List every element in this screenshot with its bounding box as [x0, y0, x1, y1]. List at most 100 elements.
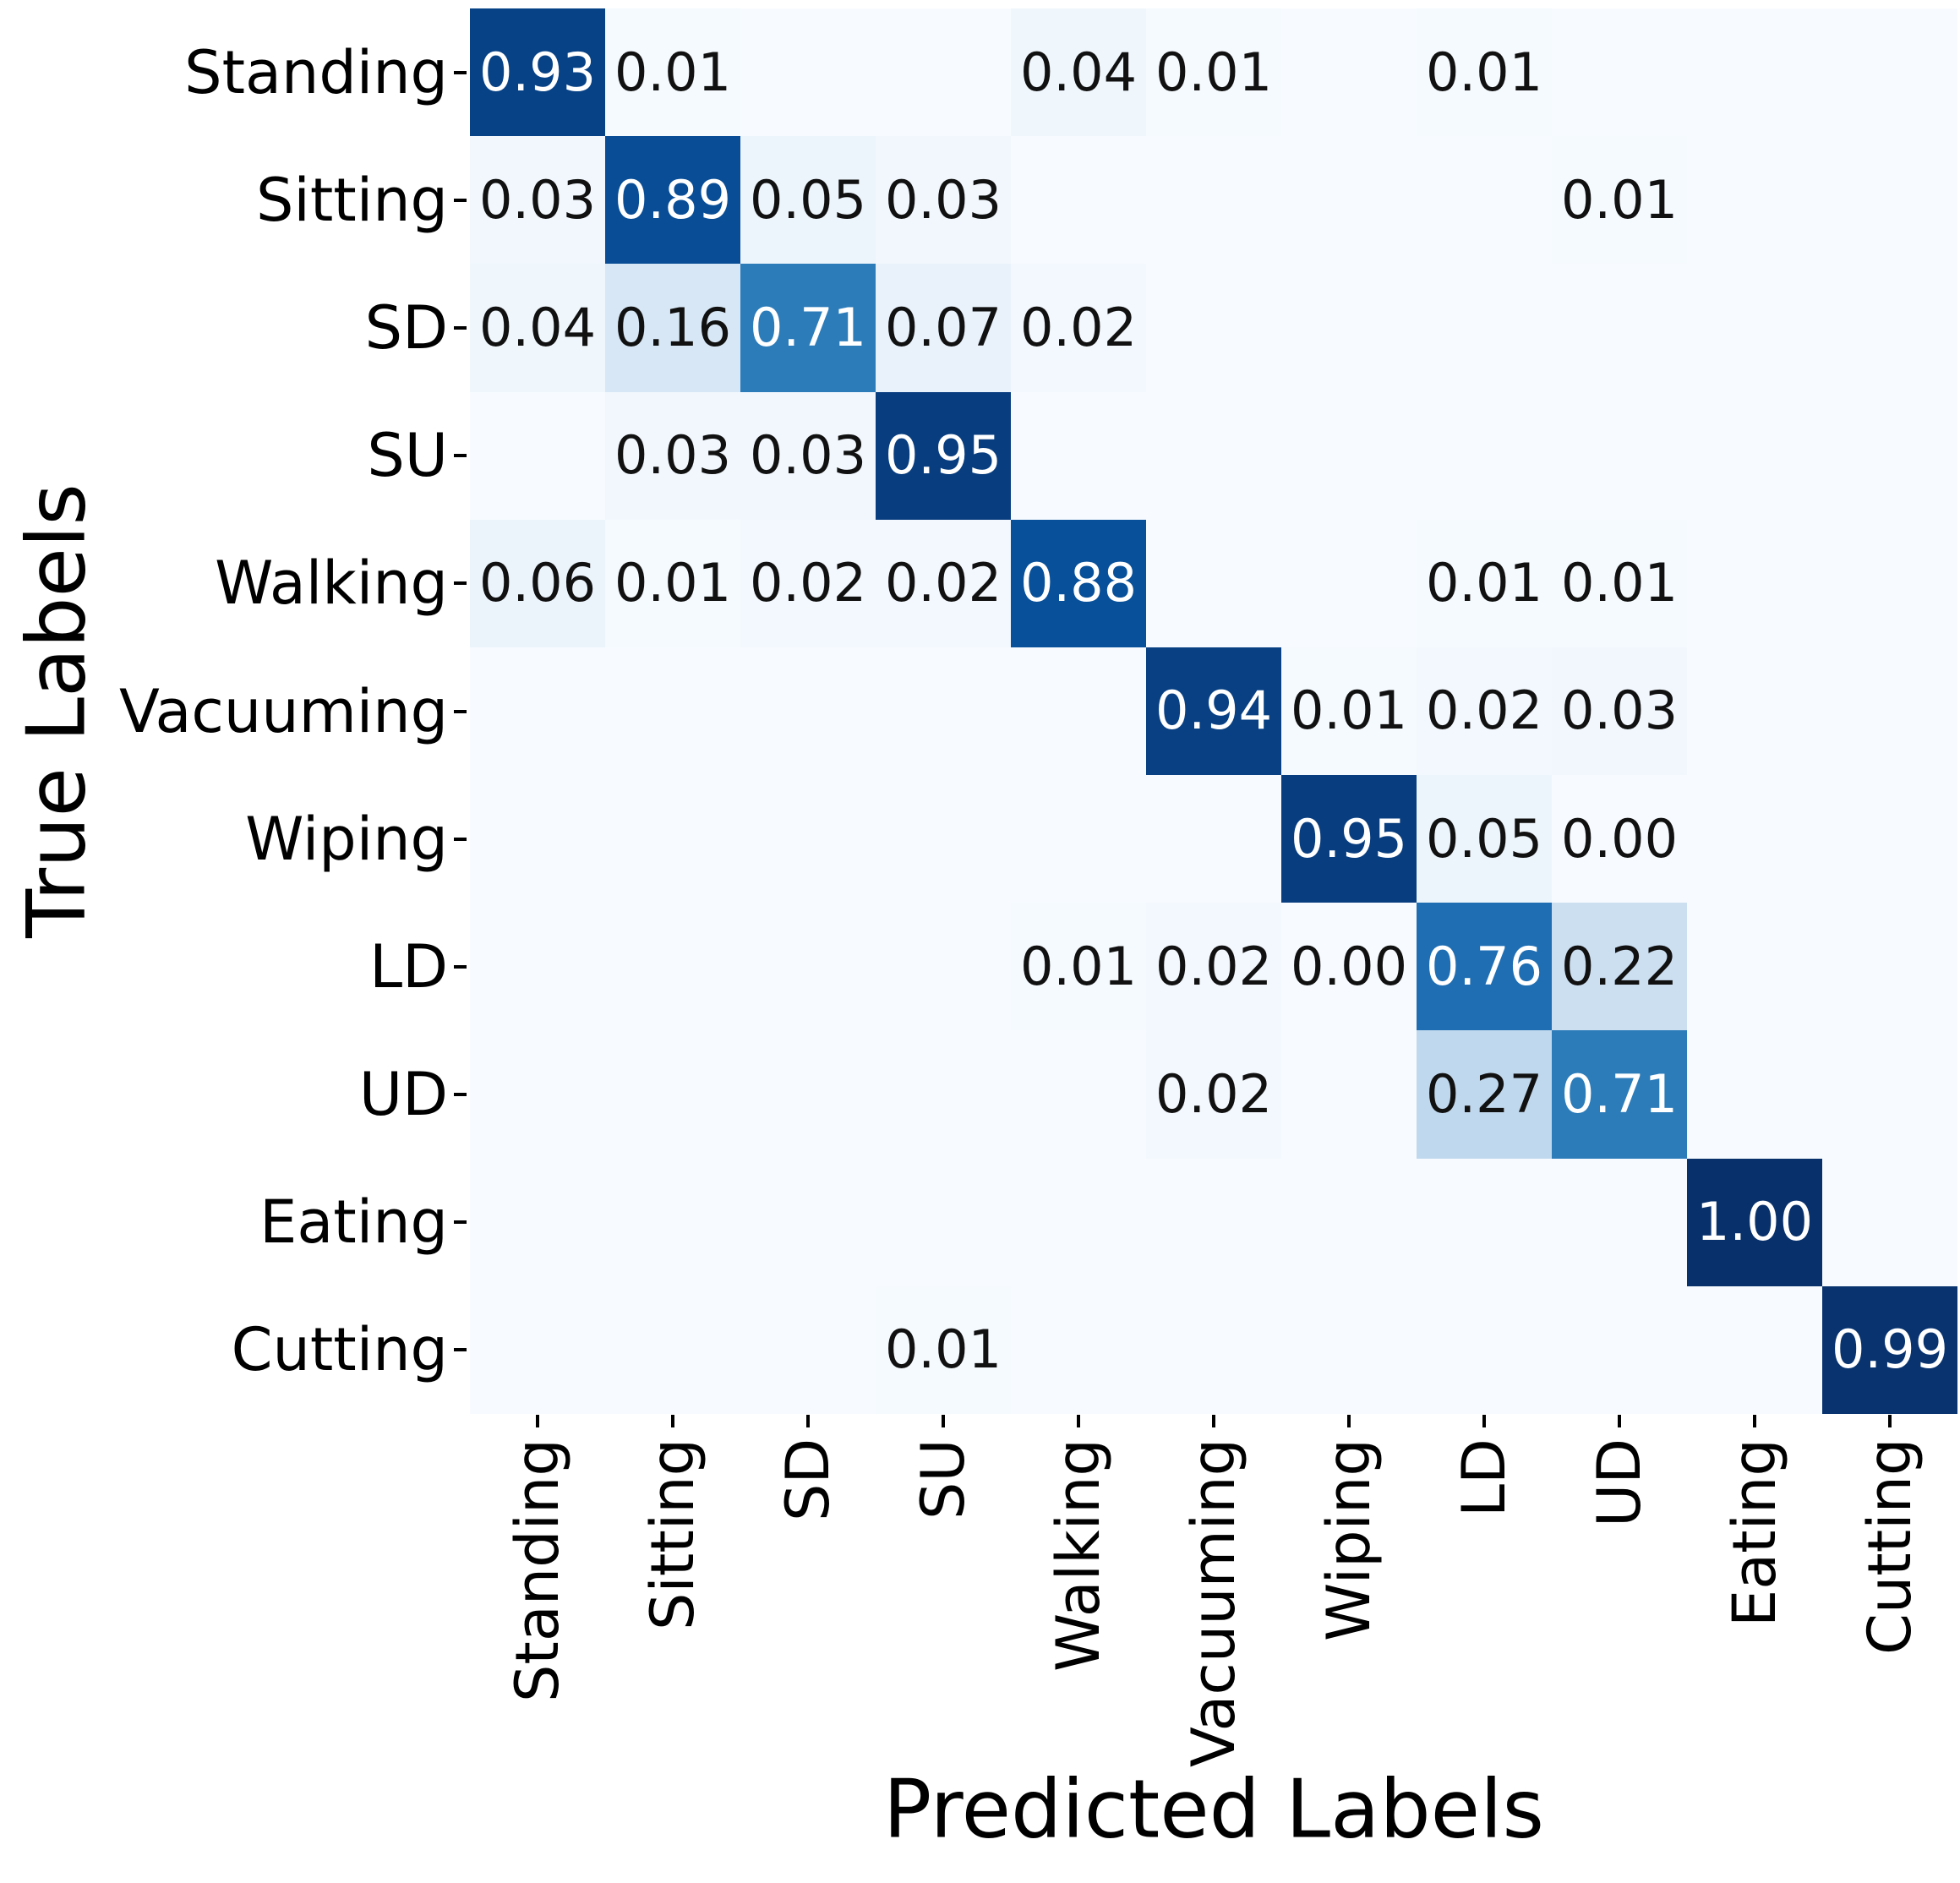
heatmap-cell: 0.03: [470, 136, 605, 265]
heatmap-cell: [740, 1158, 876, 1286]
x-tick-label: SD: [773, 1438, 843, 1521]
y-tick-label: Walking: [215, 549, 448, 619]
heatmap-cell: [470, 391, 605, 520]
heatmap-cell: [1687, 903, 1822, 1031]
heatmap-cell: [1011, 1158, 1146, 1286]
y-tick-label: UD: [358, 1060, 448, 1130]
x-tick-mark: [1212, 1415, 1215, 1427]
heatmap-grid: 0.93 0.01 0.04 0.01 0.01 0.03 0.89 0.05 0.03 0.01…: [470, 8, 1957, 1414]
heatmap-cell: [1417, 264, 1552, 392]
heatmap-cell: [470, 1030, 605, 1159]
heatmap-cell: 0.07: [876, 264, 1011, 392]
y-tick-mark: [454, 709, 467, 713]
heatmap-cell: [1552, 391, 1687, 520]
heatmap-cell: [740, 647, 876, 776]
x-tick-label: UD: [1585, 1438, 1654, 1527]
heatmap-cell: 0.02: [1146, 1030, 1281, 1159]
y-tick-mark: [454, 325, 467, 330]
heatmap-cell: 0.01: [876, 1285, 1011, 1414]
heatmap-cell: 0.01: [605, 8, 740, 137]
heatmap-cell: [1822, 136, 1957, 265]
heatmap-cell: [1687, 1285, 1822, 1414]
heatmap-cell: [1552, 264, 1687, 392]
y-tick-mark: [454, 454, 467, 458]
heatmap-cell: 0.22: [1552, 903, 1687, 1031]
heatmap-cell: [1146, 775, 1281, 903]
x-tick-label: Standing: [503, 1438, 572, 1702]
heatmap-cell: [1687, 391, 1822, 520]
heatmap-cell: 0.71: [1552, 1030, 1687, 1159]
heatmap-cell: [1146, 1285, 1281, 1414]
heatmap-cell: [1281, 136, 1417, 265]
heatmap-cell: [470, 903, 605, 1031]
heatmap-cell: 0.01: [1417, 8, 1552, 137]
heatmap-cell: [1822, 8, 1957, 137]
heatmap-cell: 0.99: [1822, 1285, 1957, 1414]
heatmap-cell: [1281, 264, 1417, 392]
y-tick-mark: [454, 1348, 467, 1352]
heatmap-cell: [1822, 775, 1957, 903]
heatmap-cell: [605, 775, 740, 903]
y-tick-label: Eating: [259, 1187, 448, 1258]
heatmap-cell: [1417, 1285, 1552, 1414]
heatmap-cell: 0.00: [1281, 903, 1417, 1031]
heatmap-cell: 0.71: [740, 264, 876, 392]
heatmap-cell: [876, 8, 1011, 137]
x-tick-label: SU: [909, 1438, 978, 1520]
x-tick-mark: [942, 1415, 945, 1427]
heatmap-cell: 0.04: [1011, 8, 1146, 137]
y-tick-label: SU: [367, 421, 448, 491]
heatmap-cell: [876, 647, 1011, 776]
heatmap-cell: [740, 775, 876, 903]
heatmap-cell: [876, 903, 1011, 1031]
heatmap-cell: [1281, 8, 1417, 137]
heatmap-cell: [1281, 519, 1417, 647]
heatmap-cell: 0.02: [740, 519, 876, 647]
y-tick-mark: [454, 70, 467, 74]
heatmap-cell: [1011, 1030, 1146, 1159]
heatmap-cell: [1822, 647, 1957, 776]
heatmap-cell: 0.93: [470, 8, 605, 137]
heatmap-cell: [1822, 1030, 1957, 1159]
y-tick-mark: [454, 964, 467, 969]
heatmap-cell: [1281, 1030, 1417, 1159]
heatmap-cell: [740, 1030, 876, 1159]
heatmap-cell: [1011, 775, 1146, 903]
heatmap-cell: 0.02: [1146, 903, 1281, 1031]
heatmap-cell: 0.05: [740, 136, 876, 265]
heatmap-cell: 0.01: [1552, 136, 1687, 265]
heatmap-cell: [1552, 1158, 1687, 1286]
x-tick-mark: [1482, 1415, 1486, 1427]
heatmap-cell: [1011, 647, 1146, 776]
heatmap-cell: [1146, 391, 1281, 520]
heatmap-cell: [876, 775, 1011, 903]
x-tick-label: Cutting: [1855, 1438, 1925, 1655]
y-tick-mark: [454, 1220, 467, 1225]
heatmap-cell: 1.00: [1687, 1158, 1822, 1286]
heatmap-cell: [876, 1158, 1011, 1286]
heatmap-cell: [605, 1030, 740, 1159]
heatmap-cell: 0.94: [1146, 647, 1281, 776]
heatmap-cell: [1687, 264, 1822, 392]
heatmap-cell: [1146, 136, 1281, 265]
heatmap-cell: [1417, 1158, 1552, 1286]
heatmap-cell: [1822, 264, 1957, 392]
heatmap-cell: [1687, 1030, 1822, 1159]
heatmap-cell: 0.95: [876, 391, 1011, 520]
heatmap-cell: 0.03: [1552, 647, 1687, 776]
heatmap-cell: 0.16: [605, 264, 740, 392]
heatmap-cell: [1552, 1285, 1687, 1414]
heatmap-cell: 0.04: [470, 264, 605, 392]
heatmap-cell: 0.03: [740, 391, 876, 520]
heatmap-cell: [1011, 391, 1146, 520]
heatmap-cell: [605, 1158, 740, 1286]
x-tick-label: LD: [1450, 1438, 1519, 1517]
y-tick-label: LD: [369, 931, 448, 1002]
heatmap-cell: 0.01: [1281, 647, 1417, 776]
x-tick-label: Walking: [1044, 1438, 1113, 1672]
x-tick-mark: [671, 1415, 674, 1427]
heatmap-cell: [1822, 391, 1957, 520]
heatmap-cell: [605, 903, 740, 1031]
x-tick-mark: [536, 1415, 539, 1427]
